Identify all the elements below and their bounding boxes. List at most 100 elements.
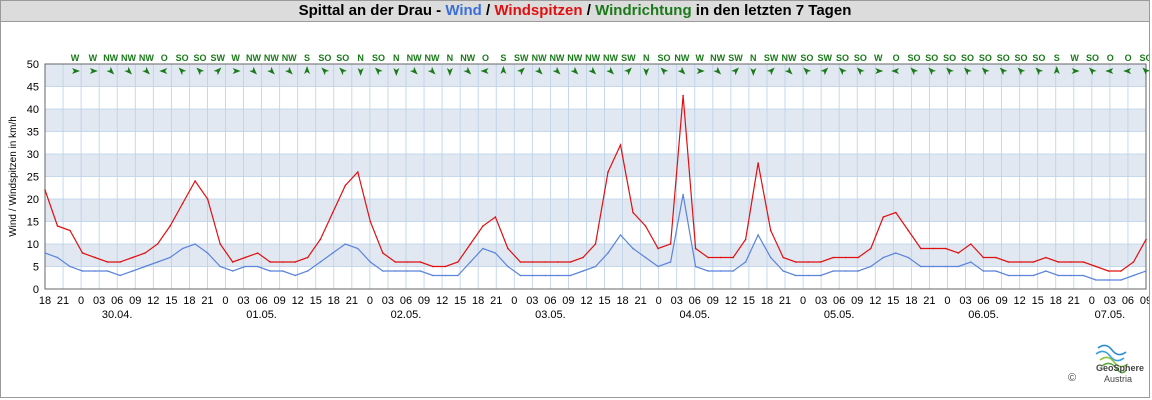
direction-arrow-icon (910, 67, 919, 76)
x-tick-label: 09 (129, 295, 141, 307)
gust-line-point (982, 256, 985, 259)
y-tick-label: 45 (27, 82, 39, 94)
x-tick-label: 03 (526, 295, 538, 307)
wind-line-point (869, 265, 872, 268)
direction-arrow-icon (766, 67, 775, 76)
direction-label: SO (907, 53, 920, 63)
direction-label: S (1054, 53, 1060, 63)
x-tick-label: 15 (743, 295, 755, 307)
x-tick-label: 12 (436, 295, 448, 307)
direction-label: NW (585, 53, 600, 63)
gust-line-point (269, 261, 272, 263)
direction-label: NW (549, 53, 564, 63)
gust-line-point (306, 256, 309, 259)
direction-label: SO (1015, 53, 1028, 63)
direction-arrow-icon (1142, 67, 1149, 76)
direction-arrow-icon (72, 68, 80, 74)
gust-line-point (131, 256, 134, 259)
gust-line-point (394, 261, 397, 263)
gust-line-point (432, 265, 434, 268)
gust-line-point (707, 256, 709, 259)
x-date-label: 03.05. (535, 309, 566, 321)
gust-line-point (532, 261, 534, 263)
direction-label: NW (264, 53, 279, 63)
x-tick-label: 12 (147, 295, 159, 307)
title-direction: Windrichtung (595, 2, 692, 19)
direction-label: SO (925, 53, 938, 63)
direction-arrow-icon (393, 68, 400, 76)
y-tick-label: 10 (27, 239, 39, 251)
direction-arrow-icon (196, 67, 205, 76)
gust-line-point (469, 243, 472, 245)
gust-line-point (669, 243, 672, 245)
direction-label: NW (246, 53, 261, 63)
x-tick-label: 06 (544, 295, 556, 307)
direction-arrow-icon (463, 66, 472, 75)
gust-line-point (619, 144, 622, 146)
direction-label: N (447, 53, 454, 63)
x-tick-label: 18 (1050, 295, 1062, 307)
direction-arrow-icon (480, 68, 489, 74)
gust-line-point (1020, 261, 1022, 263)
y-tick-label: 35 (27, 127, 39, 139)
direction-label: NW (121, 53, 136, 63)
x-tick-label: 0 (1089, 295, 1095, 307)
x-tick-label: 09 (1140, 295, 1149, 307)
wind-line-point (619, 234, 622, 236)
direction-arrow-icon (552, 66, 561, 75)
wind-line-point (1120, 279, 1122, 281)
x-date-label: 06.05. (968, 309, 999, 321)
x-tick-label: 06 (1122, 295, 1134, 307)
direction-arrow-icon (660, 67, 669, 76)
gust-line-point (94, 256, 96, 259)
gust-line-point (894, 211, 897, 214)
wind-line-point (319, 261, 322, 263)
wind-line-point (945, 265, 947, 268)
wind-line-point (632, 247, 634, 250)
gust-line-point (1070, 261, 1072, 263)
gust-line-point (819, 261, 822, 263)
x-date-label: 04.05. (679, 309, 710, 321)
title-period: in den letzten 7 Tagen (691, 2, 852, 19)
title-gust: Windspitzen (494, 2, 583, 19)
wind-line-point (331, 252, 334, 254)
geosphere-logo-icon (1095, 344, 1129, 374)
direction-label: W (696, 53, 705, 63)
direction-label: NW (425, 53, 440, 63)
direction-arrow-icon (427, 66, 436, 75)
direction-arrow-icon (446, 68, 453, 76)
direction-arrow-icon (1105, 68, 1114, 74)
wind-line-point (407, 270, 409, 272)
wind-line-point (894, 252, 897, 254)
gust-line-point (582, 256, 584, 259)
wind-line-point (44, 252, 46, 254)
gust-line-point (1045, 256, 1047, 259)
gust-line-point (382, 252, 384, 254)
direction-arrow-icon (124, 66, 133, 75)
x-tick-label: 03 (237, 295, 249, 307)
x-tick-label: 18 (328, 295, 340, 307)
wind-line-point (94, 270, 96, 272)
direction-label: O (893, 53, 900, 63)
x-tick-label: 12 (869, 295, 881, 307)
direction-arrow-icon (1123, 68, 1132, 74)
grid-band (45, 109, 1146, 132)
wind-line-point (1045, 270, 1047, 272)
direction-arrow-icon (696, 68, 705, 74)
wind-line-point (807, 274, 809, 277)
gust-line-point (782, 256, 784, 259)
gust-line-point (607, 171, 609, 173)
direction-arrow-icon (963, 67, 972, 76)
wind-line-point (544, 274, 547, 277)
x-tick-label: 21 (1068, 295, 1080, 307)
direction-label: SO (372, 53, 385, 63)
direction-arrow-icon (500, 66, 507, 74)
y-tick-label: 30 (27, 149, 39, 161)
gust-line-point (1082, 261, 1085, 263)
x-date-label: 01.05. (246, 309, 277, 321)
x-tick-label: 09 (274, 295, 286, 307)
x-tick-label: 03 (1104, 295, 1116, 307)
wind-line-point (1082, 274, 1085, 277)
x-tick-label: 06 (977, 295, 989, 307)
wind-line-point (607, 252, 609, 254)
